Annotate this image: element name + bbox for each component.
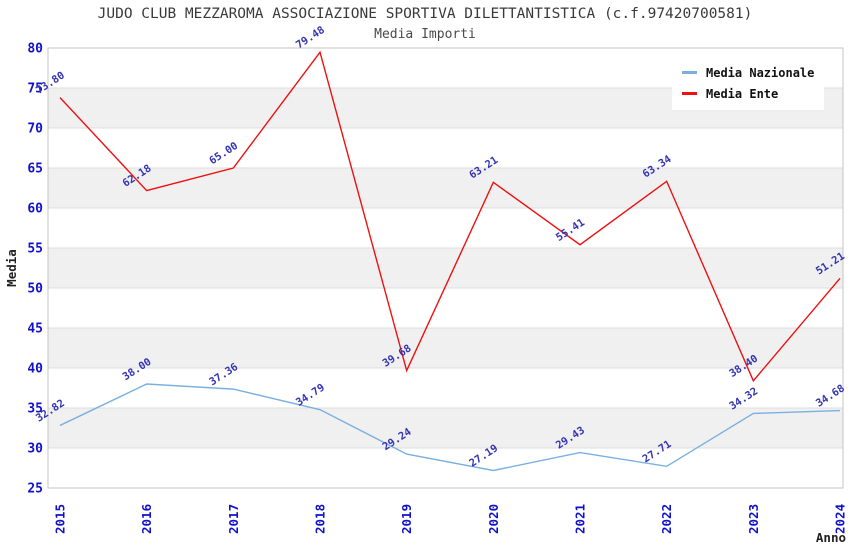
legend-label-media-nazionale: Media Nazionale — [706, 65, 815, 80]
x-tick-label: 2016 — [139, 504, 154, 534]
x-tick-label: 2022 — [659, 504, 674, 534]
plot-border — [47, 47, 844, 489]
point-label: 65.00 — [207, 140, 240, 167]
legend-label-media-ente: Media Ente — [706, 86, 779, 101]
media-ente-line — [59, 50, 841, 383]
y-tick-label: 40 — [27, 362, 43, 377]
y-tick-label: 55 — [27, 242, 43, 257]
point-label: 34.68 — [814, 382, 847, 409]
point-label: 79.48 — [294, 24, 327, 51]
y-tick-label: 65 — [27, 162, 43, 177]
x-tick-label: 2015 — [53, 504, 68, 534]
x-tick-label: 2024 — [833, 504, 848, 534]
x-axis-title: Anno — [816, 530, 846, 545]
y-tick-label: 35 — [27, 402, 43, 417]
y-tick-label: 50 — [27, 282, 43, 297]
chart-title: JUDO CLUB MEZZAROMA ASSOCIAZIONE SPORTIV… — [97, 6, 753, 22]
legend-item-media-ente: Media Ente — [682, 83, 824, 104]
plot-band — [48, 328, 843, 368]
y-axis-title: Media — [4, 249, 19, 287]
media-nazionale-swatch-icon — [682, 71, 697, 74]
x-tick-label: 2019 — [399, 504, 414, 534]
plot-band — [48, 168, 843, 208]
y-tick-label: 75 — [27, 82, 43, 97]
y-tick-label: 25 — [27, 482, 43, 497]
y-tick-label: 80 — [27, 42, 43, 57]
y-tick-label: 70 — [27, 122, 43, 137]
point-label: 34.79 — [294, 382, 327, 409]
legend: Media Nazionale Media Ente — [672, 56, 824, 110]
x-tick-label: 2023 — [746, 504, 761, 534]
x-tick-label: 2020 — [486, 504, 501, 534]
media-nazionale-line — [59, 383, 841, 472]
media-ente-swatch-icon — [682, 92, 697, 95]
legend-item-media-nazionale: Media Nazionale — [682, 62, 824, 83]
y-tick-label: 30 — [27, 442, 43, 457]
plot-band — [48, 248, 843, 288]
x-tick-label: 2018 — [313, 504, 328, 534]
chart-subtitle: Media Importi — [374, 27, 476, 42]
y-tick-label: 60 — [27, 202, 43, 217]
x-tick-label: 2021 — [573, 504, 588, 534]
plot-band — [48, 408, 843, 448]
y-tick-label: 45 — [27, 322, 43, 337]
x-tick-label: 2017 — [226, 504, 241, 534]
point-label: 55.41 — [554, 217, 587, 244]
